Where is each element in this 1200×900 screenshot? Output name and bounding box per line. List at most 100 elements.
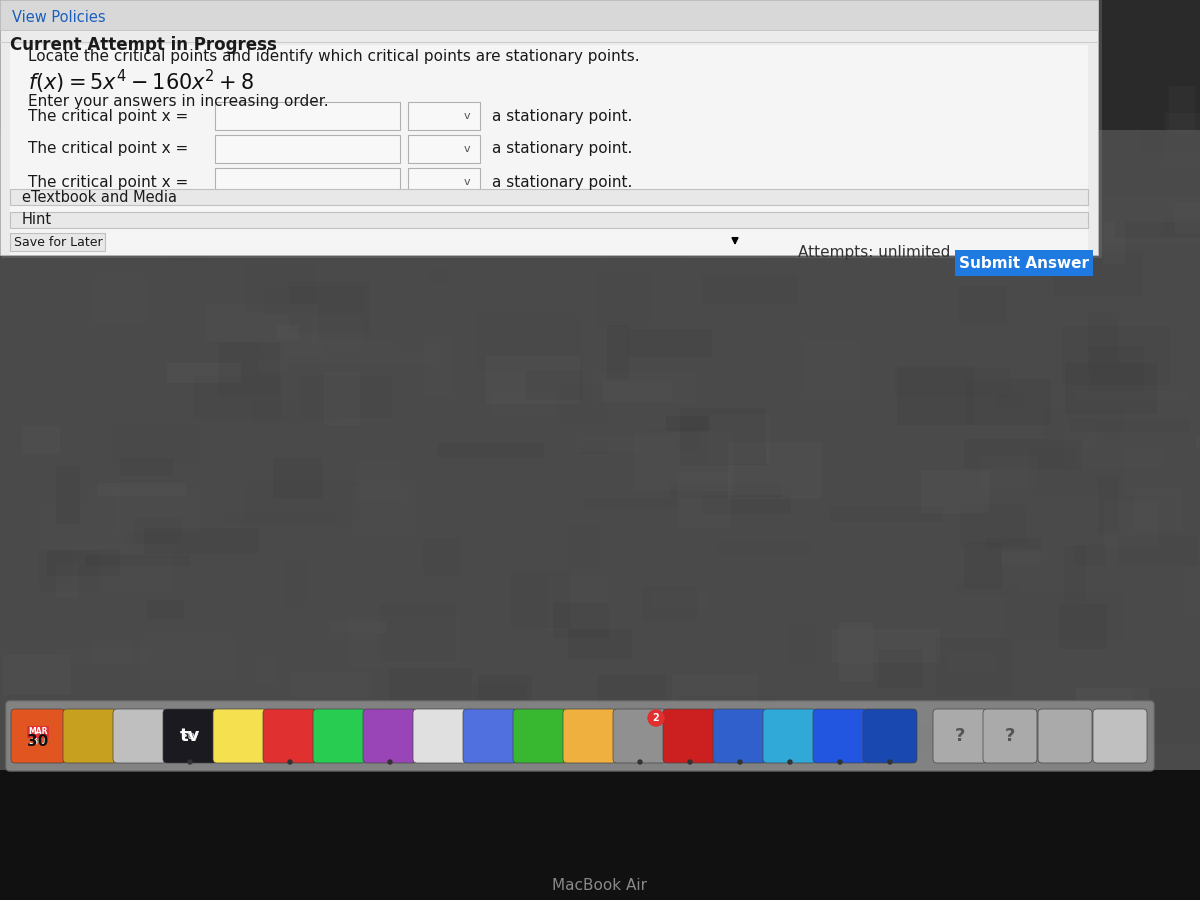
Circle shape: [638, 760, 642, 764]
Text: ?: ?: [955, 727, 965, 745]
FancyBboxPatch shape: [133, 198, 166, 229]
FancyBboxPatch shape: [413, 709, 467, 763]
Text: The critical point x =: The critical point x =: [28, 109, 188, 123]
FancyBboxPatch shape: [1106, 701, 1146, 714]
Text: 2: 2: [653, 713, 659, 723]
FancyBboxPatch shape: [973, 98, 1008, 138]
FancyBboxPatch shape: [790, 378, 818, 406]
FancyBboxPatch shape: [100, 191, 174, 209]
FancyBboxPatch shape: [474, 683, 527, 702]
FancyBboxPatch shape: [130, 724, 214, 750]
FancyBboxPatch shape: [169, 197, 197, 256]
FancyBboxPatch shape: [1061, 326, 1171, 385]
Circle shape: [888, 760, 892, 764]
FancyBboxPatch shape: [1103, 221, 1124, 265]
FancyBboxPatch shape: [1093, 197, 1200, 244]
Text: v: v: [463, 111, 470, 121]
Circle shape: [688, 760, 692, 764]
FancyBboxPatch shape: [1098, 477, 1120, 533]
FancyBboxPatch shape: [1002, 553, 1042, 564]
FancyBboxPatch shape: [1038, 709, 1092, 763]
FancyBboxPatch shape: [491, 392, 554, 417]
FancyBboxPatch shape: [626, 329, 712, 357]
FancyBboxPatch shape: [0, 770, 1200, 900]
Text: a stationary point.: a stationary point.: [492, 175, 632, 190]
FancyBboxPatch shape: [829, 506, 943, 523]
Circle shape: [388, 760, 392, 764]
FancyBboxPatch shape: [652, 590, 706, 608]
FancyBboxPatch shape: [164, 154, 271, 194]
FancyBboxPatch shape: [2, 0, 1102, 258]
FancyBboxPatch shape: [329, 621, 386, 633]
FancyBboxPatch shape: [764, 100, 875, 142]
FancyBboxPatch shape: [713, 709, 767, 763]
FancyBboxPatch shape: [205, 304, 318, 342]
FancyBboxPatch shape: [11, 709, 65, 763]
FancyBboxPatch shape: [936, 637, 1013, 697]
FancyBboxPatch shape: [278, 126, 362, 166]
FancyBboxPatch shape: [132, 518, 181, 543]
FancyBboxPatch shape: [964, 542, 1002, 590]
Circle shape: [838, 760, 842, 764]
FancyBboxPatch shape: [259, 359, 288, 372]
FancyBboxPatch shape: [56, 466, 80, 524]
FancyBboxPatch shape: [708, 88, 776, 143]
FancyBboxPatch shape: [662, 709, 718, 763]
FancyBboxPatch shape: [82, 178, 145, 234]
Text: MAR: MAR: [29, 727, 48, 736]
FancyBboxPatch shape: [763, 709, 817, 763]
FancyBboxPatch shape: [1133, 688, 1200, 745]
FancyBboxPatch shape: [1164, 218, 1200, 238]
FancyBboxPatch shape: [332, 172, 358, 187]
FancyBboxPatch shape: [955, 250, 1093, 276]
FancyBboxPatch shape: [313, 709, 367, 763]
FancyBboxPatch shape: [983, 709, 1037, 763]
FancyBboxPatch shape: [478, 675, 532, 711]
FancyBboxPatch shape: [193, 376, 282, 418]
FancyBboxPatch shape: [644, 130, 688, 178]
FancyBboxPatch shape: [878, 649, 923, 688]
FancyBboxPatch shape: [598, 675, 672, 715]
FancyBboxPatch shape: [263, 709, 317, 763]
FancyBboxPatch shape: [1087, 313, 1120, 371]
FancyBboxPatch shape: [677, 472, 731, 527]
FancyBboxPatch shape: [215, 135, 400, 163]
FancyBboxPatch shape: [277, 325, 299, 340]
FancyBboxPatch shape: [510, 718, 557, 756]
FancyBboxPatch shape: [155, 138, 235, 159]
FancyBboxPatch shape: [624, 186, 700, 225]
Text: Submit Answer: Submit Answer: [959, 256, 1090, 271]
FancyBboxPatch shape: [364, 709, 418, 763]
FancyBboxPatch shape: [97, 483, 186, 496]
FancyBboxPatch shape: [896, 701, 942, 746]
FancyBboxPatch shape: [247, 250, 328, 266]
FancyBboxPatch shape: [73, 545, 174, 593]
FancyBboxPatch shape: [10, 45, 1088, 255]
FancyBboxPatch shape: [642, 587, 697, 621]
FancyBboxPatch shape: [289, 281, 371, 333]
FancyBboxPatch shape: [214, 709, 266, 763]
FancyBboxPatch shape: [1064, 546, 1086, 603]
FancyBboxPatch shape: [814, 709, 866, 763]
FancyBboxPatch shape: [408, 168, 480, 196]
FancyBboxPatch shape: [568, 523, 600, 570]
Text: •tv: •tv: [181, 731, 199, 741]
FancyBboxPatch shape: [463, 709, 517, 763]
Circle shape: [738, 760, 742, 764]
FancyBboxPatch shape: [900, 723, 1007, 751]
FancyBboxPatch shape: [1135, 489, 1182, 531]
Circle shape: [788, 760, 792, 764]
FancyBboxPatch shape: [1116, 222, 1200, 239]
FancyBboxPatch shape: [1076, 688, 1148, 719]
FancyBboxPatch shape: [120, 459, 173, 476]
FancyBboxPatch shape: [10, 233, 106, 251]
Text: v: v: [463, 144, 470, 154]
FancyBboxPatch shape: [0, 0, 1098, 30]
FancyBboxPatch shape: [602, 214, 686, 259]
FancyBboxPatch shape: [986, 537, 1040, 549]
FancyBboxPatch shape: [485, 706, 530, 728]
FancyBboxPatch shape: [102, 110, 160, 139]
FancyBboxPatch shape: [527, 371, 582, 400]
FancyBboxPatch shape: [6, 701, 1154, 771]
FancyBboxPatch shape: [37, 202, 102, 231]
